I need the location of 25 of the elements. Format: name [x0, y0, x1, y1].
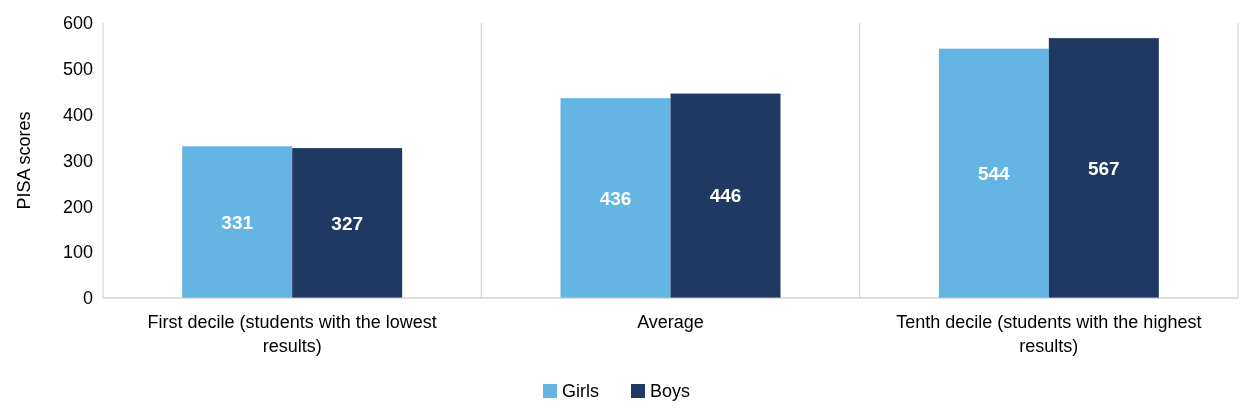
- data-label: 327: [331, 212, 364, 234]
- y-tick-label: 300: [62, 150, 93, 171]
- data-label: 436: [599, 187, 632, 209]
- data-label: 446: [709, 185, 742, 207]
- bar: [560, 98, 671, 298]
- data-label: 331: [221, 211, 254, 233]
- y-tick-label: 0: [82, 288, 93, 309]
- y-tick-label: 200: [62, 196, 93, 217]
- bar: [1048, 38, 1159, 298]
- data-label: 567: [1087, 157, 1120, 179]
- x-tick-label: Average: [637, 312, 704, 332]
- y-tick-label: 100: [62, 242, 93, 263]
- y-tick-label: 600: [62, 13, 93, 34]
- bar: [670, 93, 781, 298]
- y-axis-title: PISA scores: [14, 111, 34, 210]
- bar: [292, 148, 403, 298]
- y-tick-label: 500: [62, 59, 93, 80]
- x-tick-label: Tenth decile (students with the highest results): [896, 312, 1202, 356]
- bar: [182, 146, 293, 298]
- x-tick-label: First decile (students with the lowest results): [147, 312, 437, 356]
- bar: [938, 48, 1049, 298]
- legend-label: Boys: [650, 381, 691, 402]
- y-tick-label: 400: [62, 104, 93, 125]
- data-label: 544: [977, 162, 1011, 184]
- legend-label: Girls: [562, 381, 599, 402]
